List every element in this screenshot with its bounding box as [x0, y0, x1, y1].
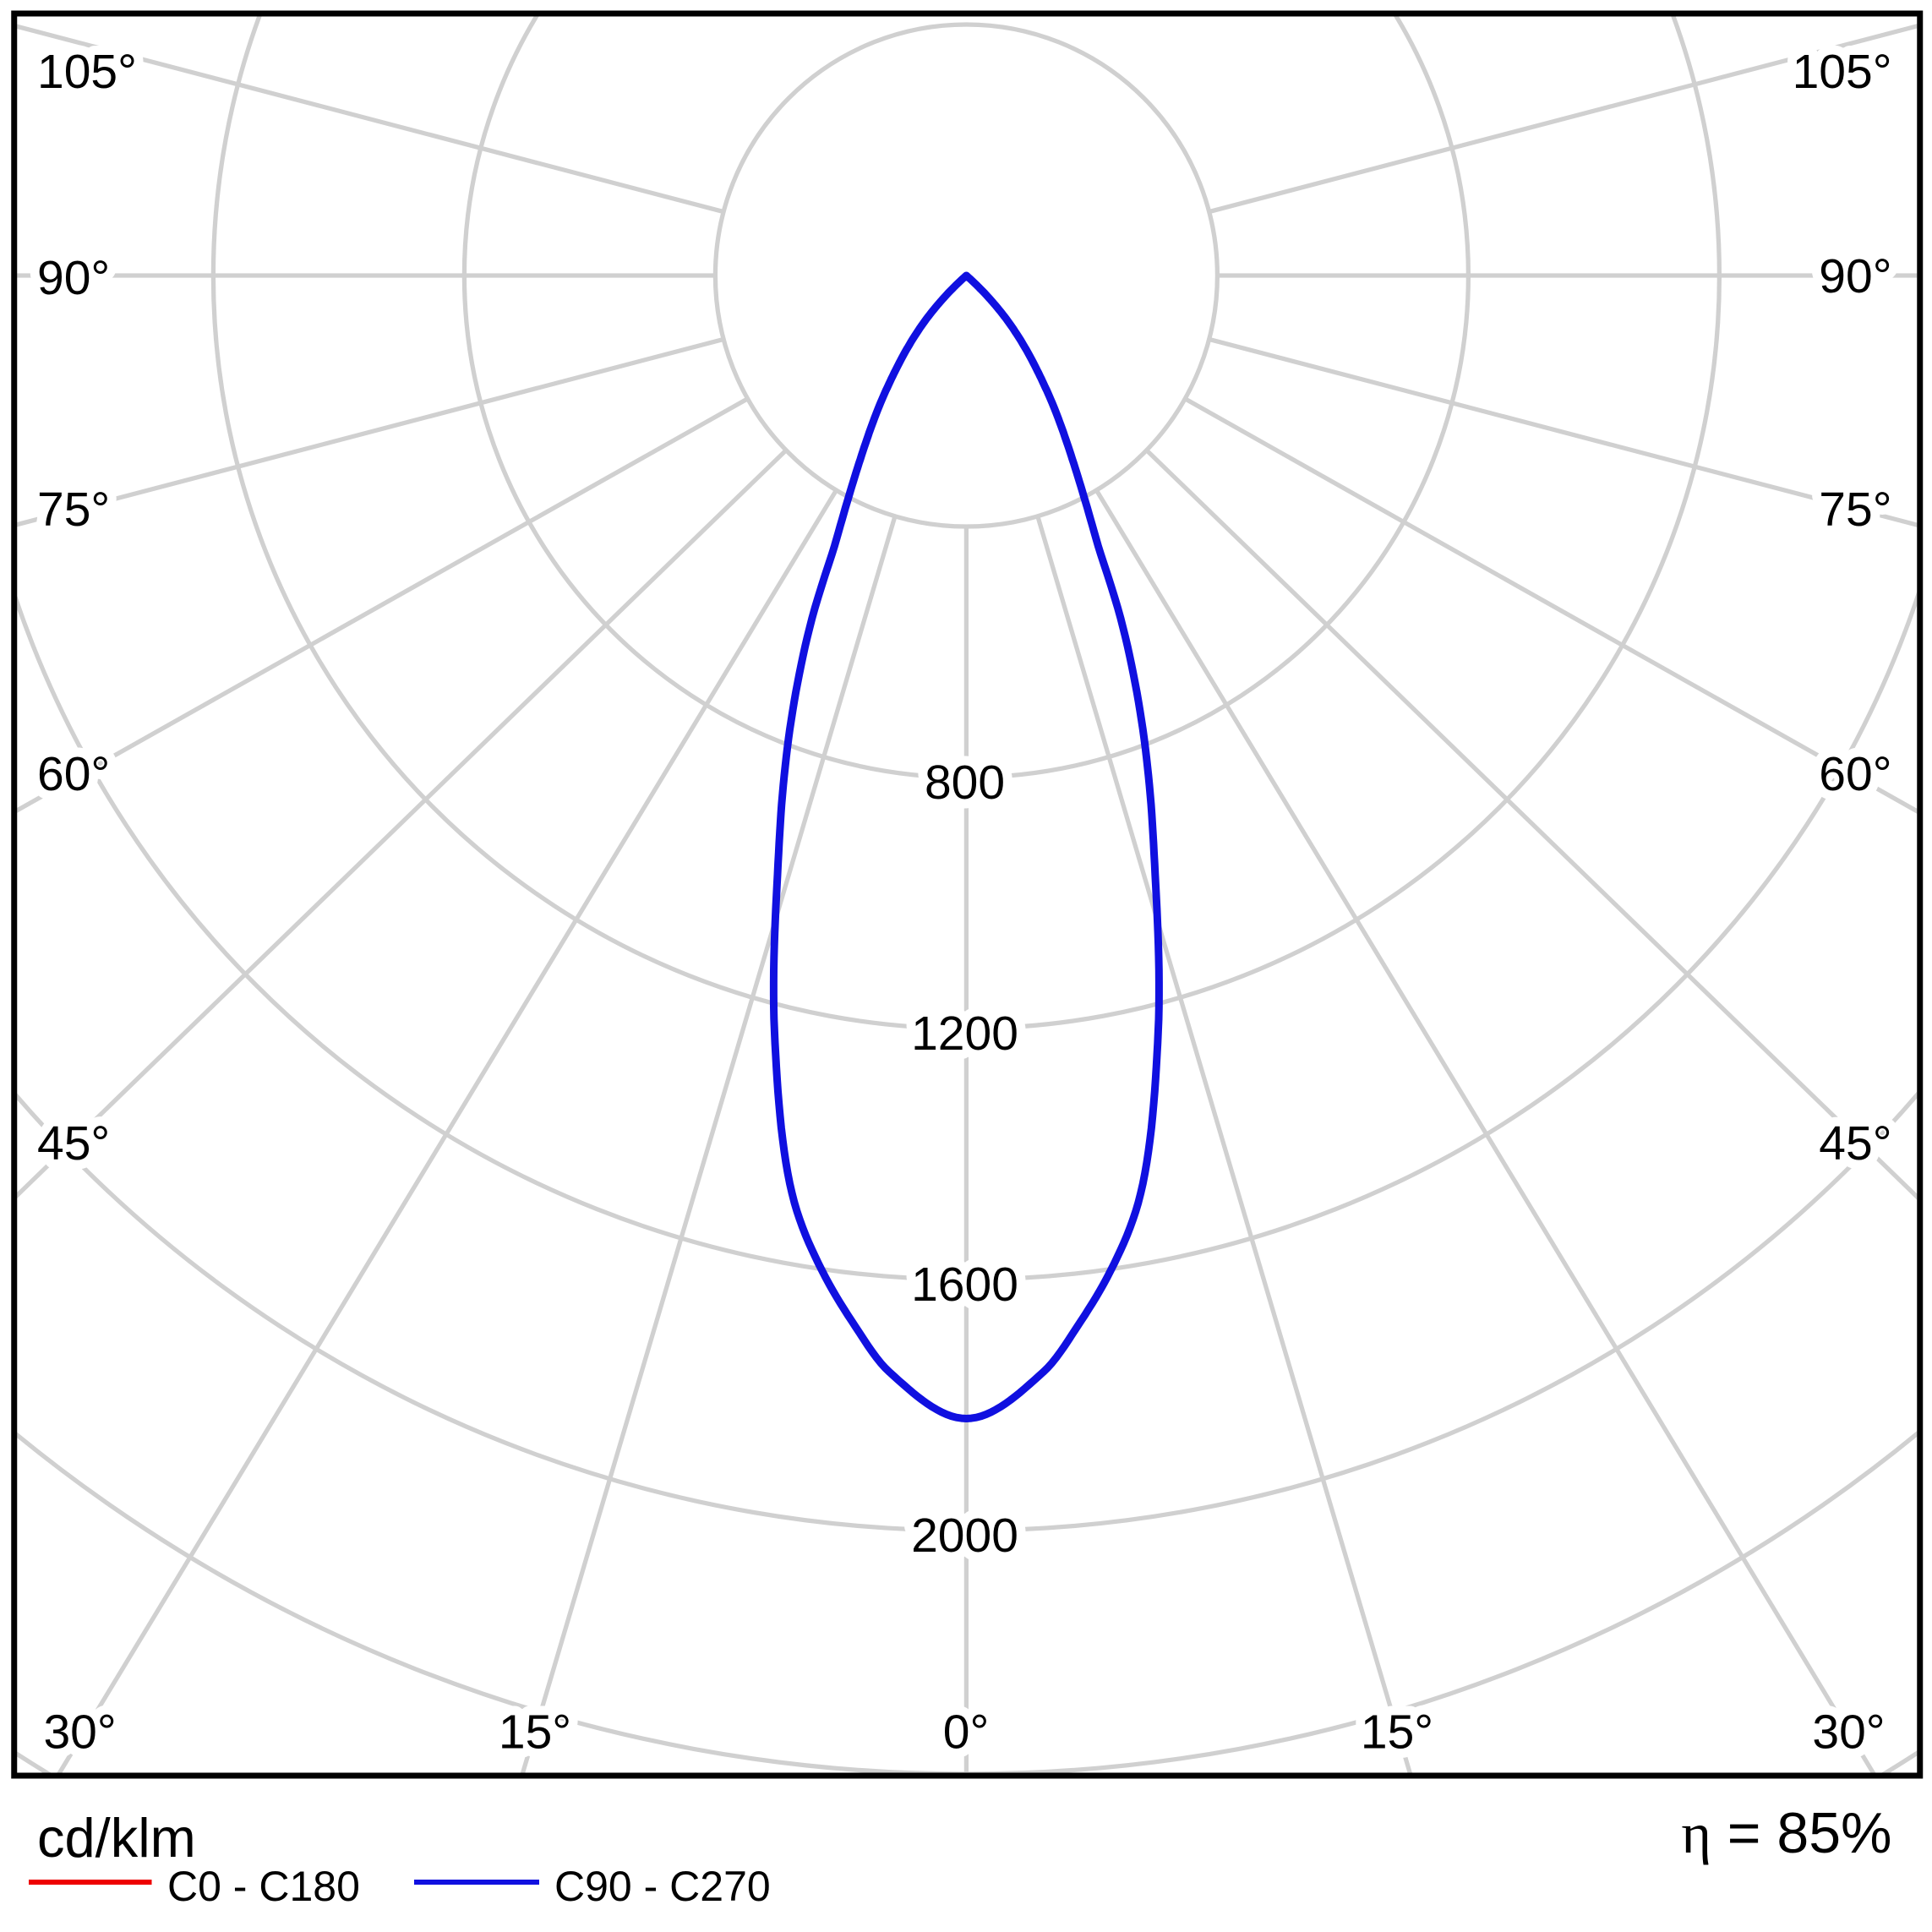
svg-text:60°: 60°	[37, 747, 110, 801]
svg-text:cd/klm: cd/klm	[37, 1807, 196, 1869]
svg-text:15°: 15°	[1361, 1706, 1433, 1760]
svg-text:2000: 2000	[911, 1509, 1018, 1563]
svg-text:90°: 90°	[1819, 249, 1891, 303]
svg-text:800: 800	[925, 756, 1005, 810]
svg-text:η = 85%: η = 85%	[1681, 1801, 1891, 1865]
svg-text:30°: 30°	[43, 1706, 116, 1760]
svg-text:75°: 75°	[1819, 483, 1891, 537]
svg-text:90°: 90°	[37, 251, 110, 305]
svg-text:105°: 105°	[37, 45, 137, 99]
svg-text:C90 - C270: C90 - C270	[554, 1863, 771, 1910]
svg-text:0°: 0°	[943, 1706, 990, 1760]
svg-text:1600: 1600	[911, 1258, 1018, 1312]
svg-text:105°: 105°	[1793, 45, 1892, 99]
svg-text:45°: 45°	[37, 1116, 110, 1171]
svg-text:1200: 1200	[911, 1007, 1018, 1061]
svg-text:30°: 30°	[1812, 1706, 1885, 1760]
svg-text:C0 - C180: C0 - C180	[167, 1863, 360, 1910]
svg-text:45°: 45°	[1819, 1116, 1891, 1171]
svg-text:75°: 75°	[37, 483, 110, 537]
svg-text:60°: 60°	[1819, 747, 1891, 801]
svg-text:15°: 15°	[499, 1706, 571, 1760]
